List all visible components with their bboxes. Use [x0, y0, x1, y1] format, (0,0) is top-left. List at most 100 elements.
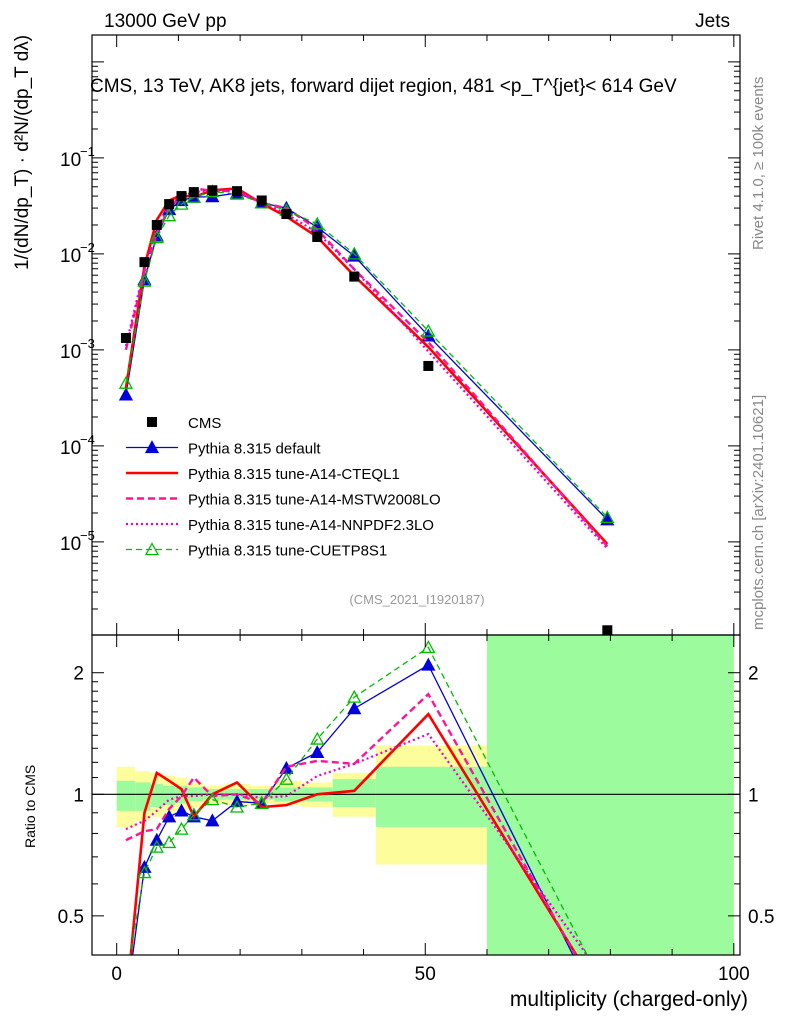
series-marker	[174, 821, 189, 835]
chart-title: CMS, 13 TeV, AK8 jets, forward dijet reg…	[90, 76, 677, 97]
legend-label: Pythia 8.315 tune-A14-CTEQL1	[188, 466, 400, 483]
legend-label: Pythia 8.315 tune-A14-MSTW2008LO	[188, 492, 441, 509]
series-line	[125, 190, 608, 518]
series-marker	[149, 230, 164, 244]
band-inner	[150, 784, 163, 808]
data-point	[602, 625, 613, 635]
series-marker	[162, 835, 177, 849]
data-point	[139, 257, 150, 268]
series-marker	[347, 701, 362, 715]
ratio-frame	[91, 634, 741, 956]
series-marker	[120, 999, 132, 1010]
legend-marker-data	[147, 417, 157, 427]
y-axis-label: 1/(dN/dp_T) · d²N/(dp_T dλ)	[12, 35, 33, 270]
series-marker	[310, 731, 325, 745]
ratio-tick-label: 0.5	[748, 907, 774, 928]
analysis-label: (CMS_2021_I1920187)	[349, 592, 484, 607]
data-point	[312, 231, 323, 242]
side-label-top: Rivet 4.1.0, ≥ 100k events	[750, 77, 767, 250]
series-marker	[162, 208, 177, 222]
data-point	[188, 187, 199, 198]
x-axis-label: multiplicity (charged-only)	[510, 988, 748, 1011]
y-tick-label: 10	[60, 534, 81, 555]
ratio-tick-label: 2	[73, 664, 84, 685]
ratio-tick-label: 1	[748, 785, 759, 806]
series-marker	[205, 813, 220, 827]
ratio-line	[125, 692, 577, 955]
data-point	[207, 185, 218, 196]
data-point	[232, 186, 243, 197]
y-tick-label: 10	[60, 342, 81, 363]
series-marker	[144, 440, 160, 454]
series-marker	[186, 807, 201, 821]
y-tick-exponent: −3	[80, 336, 95, 351]
y-tick-label: 10	[60, 438, 81, 459]
band-inner	[116, 780, 136, 811]
series-marker	[254, 795, 269, 809]
legend-label: Pythia 8.315 default	[188, 441, 321, 458]
series-marker	[421, 323, 436, 337]
series-line	[124, 187, 609, 545]
legend-label: Pythia 8.315 tune-A14-NNPDF2.3LO	[188, 517, 434, 534]
x-tick-label: 100	[718, 964, 750, 985]
side-label-bottom: mcplots.cern.ch [arXiv:2401.10621]	[750, 395, 767, 630]
data-point	[349, 271, 360, 282]
series-marker	[600, 510, 615, 524]
series-marker	[205, 792, 220, 806]
band-inner	[375, 766, 487, 827]
band-inner	[486, 635, 734, 955]
x-tick-label: 0	[111, 964, 122, 985]
series-marker	[137, 273, 152, 287]
ratio-y-axis-label: Ratio to CMS	[22, 765, 38, 848]
series-marker	[137, 865, 152, 879]
series-marker	[174, 803, 189, 817]
legend-label: CMS	[188, 415, 221, 432]
ratio-tick-label: 2	[748, 664, 759, 685]
legend: CMS Pythia 8.315 default Pythia 8.315 tune…	[126, 415, 441, 560]
ratio-tick-label: 1	[73, 785, 84, 806]
series-marker	[347, 689, 362, 703]
series-marker	[601, 1018, 613, 1024]
header-left: 13000 GeV pp	[104, 11, 227, 32]
data-point	[151, 219, 162, 230]
main-series	[118, 184, 615, 635]
legend-label: Pythia 8.315 tune-CUETP8S1	[188, 543, 387, 560]
series-marker	[421, 657, 436, 671]
band-inner	[162, 785, 176, 806]
y-tick-label: 10	[60, 150, 81, 171]
y-tick-exponent: −5	[80, 528, 95, 543]
series-marker	[229, 799, 245, 813]
ratio-line	[132, 664, 574, 955]
y-tick-exponent: −4	[80, 432, 95, 447]
ratio-line	[129, 711, 578, 955]
data-point	[423, 360, 434, 371]
header-right: Jets	[695, 11, 730, 32]
series-marker	[347, 246, 362, 260]
x-tick-label: 50	[415, 964, 436, 985]
data-point	[176, 191, 187, 202]
y-tick-label: 10	[60, 246, 81, 267]
series-marker	[118, 387, 134, 401]
series-marker	[144, 542, 160, 556]
series-marker	[310, 745, 325, 759]
uncertainty-bands	[116, 635, 734, 955]
y-tick-exponent: −2	[80, 240, 95, 255]
y-tick-exponent: −1	[80, 144, 95, 159]
ratio-series	[120, 640, 613, 1024]
series-marker	[310, 216, 325, 230]
series-marker	[162, 809, 177, 823]
data-point	[164, 199, 175, 210]
series-marker	[118, 375, 134, 389]
ratio-line	[125, 732, 589, 955]
data-point	[120, 332, 131, 343]
series-marker	[279, 771, 294, 785]
data-point	[281, 209, 292, 220]
ratio-tick-label: 0.5	[58, 907, 84, 928]
series-marker	[174, 196, 189, 210]
ratio-line	[129, 646, 588, 955]
series-marker	[149, 839, 164, 853]
data-point	[256, 195, 267, 206]
series-marker	[149, 832, 164, 846]
